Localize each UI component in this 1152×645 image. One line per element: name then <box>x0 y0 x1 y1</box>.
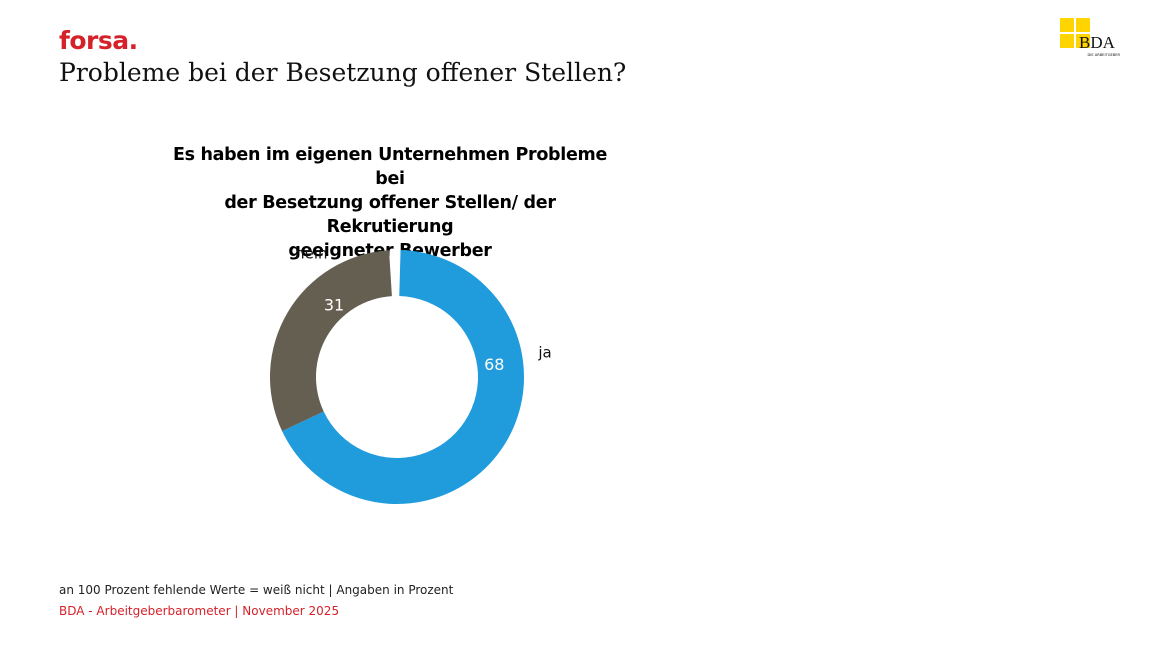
bda-logo: BDA DIE ARBEITGEBER <box>1060 18 1121 57</box>
logo-square-2 <box>1076 18 1090 32</box>
donut-chart: 68 ja 31 nein <box>270 244 552 504</box>
logo-square-3 <box>1060 34 1074 48</box>
logo-subtext: DIE ARBEITGEBER <box>1088 53 1121 57</box>
chart-title-line: geeigneter Bewerber <box>288 241 492 261</box>
logo-text: BDA <box>1079 33 1116 52</box>
chart-title-line: Es haben im eigenen Unternehmen Probleme… <box>172 145 608 189</box>
value-label-nein: 31 <box>324 295 344 314</box>
logo-square-4 <box>1076 34 1090 48</box>
forsa-brand: forsa. <box>59 26 138 55</box>
chart-title-line: der Besetzung offener Stellen/ der Rekru… <box>224 193 556 237</box>
logo-square-1 <box>1060 18 1074 32</box>
slice-ja <box>282 250 524 504</box>
category-label-ja: ja <box>537 343 551 361</box>
value-label-ja: 68 <box>484 355 504 374</box>
category-label-nein: nein <box>295 244 327 262</box>
page-title: Probleme bei der Besetzung offener Stell… <box>59 58 627 87</box>
footnote: an 100 Prozent fehlende Werte = weiß nic… <box>59 583 454 597</box>
source-line: BDA - Arbeitgeberbarometer | November 20… <box>59 604 340 618</box>
slice-nein <box>270 250 392 432</box>
chart-title: Es haben im eigenen Unternehmen Probleme… <box>160 143 620 263</box>
